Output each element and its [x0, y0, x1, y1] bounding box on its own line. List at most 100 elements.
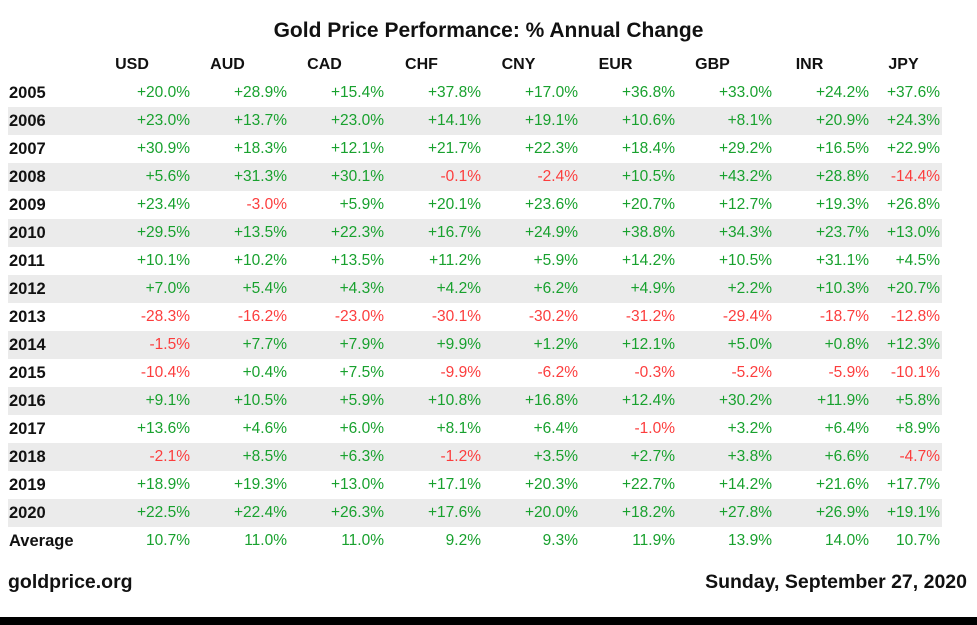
value-cell: +18.2%	[621, 504, 675, 521]
value-cell: +21.7%	[427, 140, 481, 157]
column-header-jpy: JPY	[888, 56, 919, 73]
value-cell: +13.0%	[886, 224, 940, 241]
value-cell: +20.9%	[815, 112, 869, 129]
value-cell: +7.5%	[339, 364, 384, 381]
value-cell: 14.0%	[825, 532, 869, 549]
value-cell: +11.9%	[817, 392, 869, 409]
value-cell: -23.0%	[334, 308, 384, 325]
value-cell: +3.2%	[727, 420, 772, 437]
column-header-gbp: GBP	[695, 56, 730, 73]
value-cell: +10.3%	[815, 280, 869, 297]
value-cell: +3.8%	[727, 448, 772, 465]
table-row-2013: 2013 -28.3% -16.2% -23.0% -30.1% -30.2% -31.2%…	[8, 303, 942, 331]
row-label: 2018	[9, 447, 46, 466]
value-cell: -31.2%	[625, 308, 675, 325]
value-cell: +12.7%	[718, 196, 772, 213]
column-header-inr: INR	[795, 56, 824, 73]
value-cell: +6.0%	[339, 420, 384, 437]
value-cell: +11.2%	[429, 252, 481, 269]
value-cell: +10.2%	[233, 252, 287, 269]
value-cell: +9.9%	[436, 336, 481, 353]
value-cell: +12.1%	[330, 140, 384, 157]
value-cell: -14.4%	[890, 168, 940, 185]
value-cell: +5.9%	[533, 252, 578, 269]
value-cell: +7.7%	[242, 336, 287, 353]
value-cell: +23.7%	[815, 224, 869, 241]
value-cell: +8.1%	[436, 420, 481, 437]
page-title: Gold Price Performance: % Annual Change	[273, 19, 704, 42]
row-label: 2020	[9, 503, 46, 522]
value-cell: -0.1%	[440, 168, 482, 185]
row-label: 2009	[9, 195, 46, 214]
value-cell: 11.0%	[244, 532, 287, 549]
table-row-2012: 2012 +7.0% +5.4% +4.3% +4.2% +6.2% +4.9% +2.2% +…	[8, 275, 942, 303]
table-row-2005: 2005 +20.0% +28.9% +15.4% +37.8% +17.0% +36.8%…	[8, 79, 942, 107]
value-cell: -0.3%	[634, 364, 676, 381]
row-label: 2017	[9, 419, 46, 438]
value-cell: +10.6%	[621, 112, 675, 129]
value-cell: +6.3%	[339, 448, 384, 465]
value-cell: +10.1%	[136, 252, 190, 269]
value-cell: -18.7%	[819, 308, 869, 325]
value-cell: -30.2%	[528, 308, 578, 325]
value-cell: +20.3%	[524, 476, 578, 493]
value-cell: +0.8%	[824, 336, 869, 353]
value-cell: +19.1%	[524, 112, 578, 129]
value-cell: -16.2%	[237, 308, 287, 325]
value-cell: +13.7%	[233, 112, 287, 129]
value-cell: +12.1%	[621, 336, 675, 353]
value-cell: +4.2%	[436, 280, 481, 297]
value-cell: +18.9%	[136, 476, 190, 493]
value-cell: +10.8%	[427, 392, 481, 409]
value-cell: 11.9%	[632, 532, 675, 549]
value-cell: +2.7%	[630, 448, 675, 465]
value-cell: +30.2%	[718, 392, 772, 409]
value-cell: +2.2%	[727, 280, 772, 297]
table-row-average: Average 10.7% 11.0% 11.0% 9.2% 9.3% 11.9% 13.9%…	[8, 527, 942, 555]
table-row-2014: 2014 -1.5% +7.7% +7.9% +9.9% +1.2% +12.1% +5.0%…	[8, 331, 942, 359]
value-cell: 9.3%	[542, 532, 578, 549]
value-cell: +20.7%	[621, 196, 675, 213]
value-cell: +22.7%	[621, 476, 675, 493]
row-label: 2015	[9, 363, 46, 382]
value-cell: +5.9%	[339, 392, 384, 409]
row-label: 2016	[9, 391, 46, 410]
value-cell: +22.9%	[886, 140, 940, 157]
value-cell: -1.2%	[440, 448, 482, 465]
value-cell: +6.4%	[824, 420, 869, 437]
value-cell: +30.9%	[136, 140, 190, 157]
value-cell: +23.4%	[136, 196, 190, 213]
value-cell: +18.4%	[621, 140, 675, 157]
value-cell: +20.1%	[427, 196, 481, 213]
gold-table: USD AUD CAD CHF CNY EUR GBP INR JPY 2005 +20.0% +2…	[8, 51, 942, 555]
value-cell: -5.9%	[828, 364, 870, 381]
date-label: Sunday, September 27, 2020	[705, 571, 967, 593]
table-row-2017: 2017 +13.6% +4.6% +6.0% +8.1% +6.4% -1.0% +3.2%…	[8, 415, 942, 443]
value-cell: +8.5%	[242, 448, 287, 465]
value-cell: -4.7%	[899, 448, 941, 465]
row-label: 2019	[9, 475, 46, 494]
value-cell: -2.4%	[537, 168, 579, 185]
value-cell: 10.7%	[896, 532, 940, 549]
value-cell: +7.9%	[339, 336, 384, 353]
value-cell: +8.1%	[727, 112, 772, 129]
value-cell: +29.5%	[136, 224, 190, 241]
value-cell: +20.0%	[136, 84, 190, 101]
value-cell: +23.0%	[330, 112, 384, 129]
value-cell: 10.7%	[146, 532, 190, 549]
value-cell: +6.4%	[533, 420, 578, 437]
value-cell: +29.2%	[718, 140, 772, 157]
column-header-chf: CHF	[405, 56, 438, 73]
value-cell: +1.2%	[533, 336, 578, 353]
value-cell: +12.3%	[886, 336, 940, 353]
value-cell: +22.5%	[136, 504, 190, 521]
column-header-cny: CNY	[501, 56, 536, 73]
value-cell: +38.8%	[621, 224, 675, 241]
value-cell: +16.8%	[524, 392, 578, 409]
header-row: USD AUD CAD CHF CNY EUR GBP INR JPY	[8, 51, 942, 79]
row-label: 2011	[9, 251, 45, 270]
value-cell: +37.6%	[886, 84, 940, 101]
table-row-2018: 2018 -2.1% +8.5% +6.3% -1.2% +3.5% +2.7% +3.8% +…	[8, 443, 942, 471]
row-label: 2005	[9, 83, 46, 102]
